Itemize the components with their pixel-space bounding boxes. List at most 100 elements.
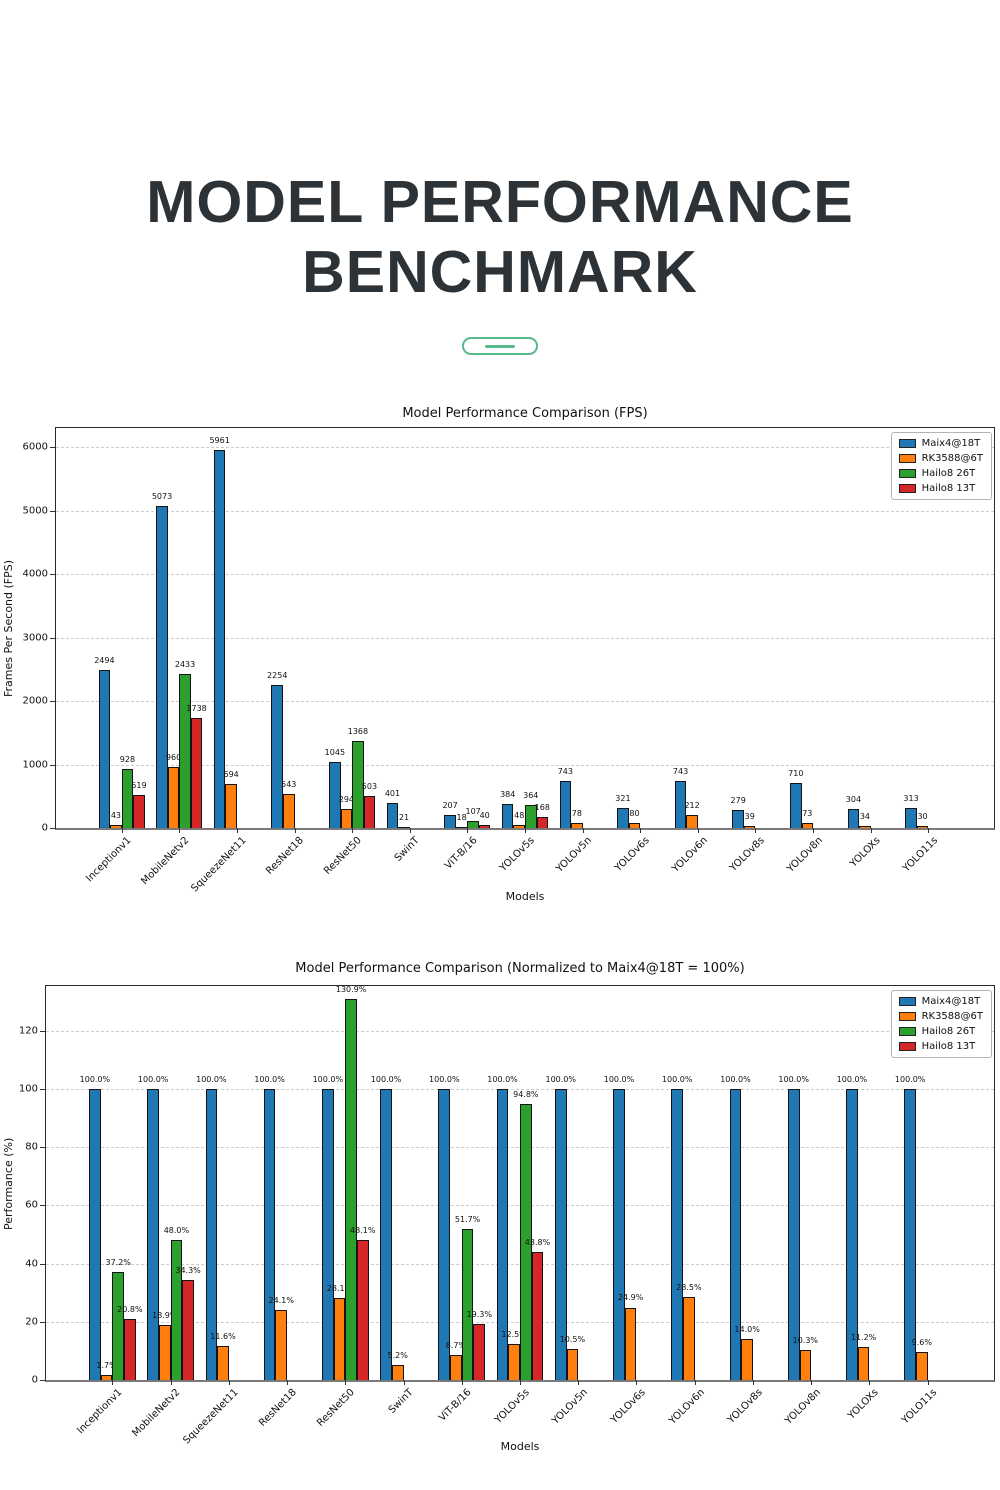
bar: [275, 1309, 288, 1380]
bar-value-label: 5961: [209, 435, 230, 445]
bar: [846, 1088, 858, 1380]
bar-value-label: 14.0%: [734, 1325, 760, 1335]
bar: [322, 1088, 334, 1380]
y-tick-mark: [40, 1205, 45, 1207]
legend-item: Hailo8 26T: [898, 1026, 983, 1037]
bar: [158, 1324, 171, 1380]
bar: [329, 761, 341, 828]
legend-item: Hailo8 13T: [898, 483, 983, 494]
bar: [124, 1319, 136, 1380]
bar: [741, 1339, 753, 1380]
x-tick-mark: [636, 1380, 638, 1385]
y-tick-label: 1000: [22, 759, 48, 770]
x-tick-label: YOLO11s: [900, 1387, 940, 1427]
legend-swatch-icon: [898, 484, 916, 493]
legend-swatch-icon: [898, 469, 916, 478]
x-tick-mark: [467, 828, 469, 833]
legend-label: Hailo8 13T: [921, 1041, 976, 1052]
bar-value-label: 100.0%: [778, 1074, 809, 1084]
bar: [787, 1088, 800, 1380]
bar: [438, 1088, 451, 1380]
x-tick-mark: [752, 1380, 754, 1385]
bar: [398, 826, 410, 828]
bar-value-label: 100.0%: [370, 1074, 402, 1084]
bar: [225, 783, 237, 828]
bar-value-label: 8.7%: [445, 1340, 467, 1350]
bar: [182, 1280, 194, 1380]
page-title-line2: BENCHMARK: [302, 238, 698, 305]
plot-area: 0 1000 2000 3000 4000 5000 6000 2494 5073 5961 225…: [23, 427, 995, 894]
x-tick-label: YOLOv6n: [669, 835, 710, 875]
bar-value-label: 100.0%: [894, 1074, 926, 1084]
x-tick-label: Inceptionv1: [84, 835, 134, 885]
bar-value-label: 34: [859, 811, 871, 821]
y-tick-label: 20: [25, 1316, 38, 1328]
bar: [473, 1323, 486, 1380]
legend-item: RK3588@6T: [898, 1011, 983, 1022]
bar-value-label: 48.0%: [163, 1226, 190, 1236]
bar: [110, 825, 122, 828]
bar: [613, 1088, 625, 1380]
y-tick-label: 3000: [22, 632, 48, 644]
bar-value-label: 743: [672, 766, 689, 776]
bar-value-label: 9.6%: [911, 1338, 932, 1348]
bar: [859, 825, 871, 828]
bar-value-label: 710: [788, 768, 804, 778]
x-tick-mark: [345, 1380, 347, 1385]
bar-value-label: 100.0%: [720, 1074, 751, 1084]
bar: [496, 1088, 509, 1380]
y-tick-label: 2000: [22, 695, 48, 707]
bar-value-label: 2254: [267, 670, 288, 680]
chart-title: Model Performance Comparison (FPS): [402, 406, 648, 421]
legend: Maix4@18T RK3588@6T Hailo8 26T Hailo8 13T: [890, 990, 992, 1058]
x-tick-mark: [170, 1380, 172, 1385]
bar-value-label: 28.5%: [676, 1283, 702, 1292]
y-tick-label: 5000: [22, 505, 48, 517]
bar: [801, 823, 814, 828]
bar-value-label: 519: [131, 781, 147, 791]
chart-title: Model Performance Comparison (Normalized…: [295, 961, 745, 976]
bar-value-label: 10.3%: [792, 1336, 819, 1345]
bar: [345, 998, 357, 1380]
x-tick-label: MobileNetv2: [130, 1387, 183, 1440]
x-axis-label: Models: [500, 1440, 540, 1453]
bar-value-label: 100.0%: [661, 1074, 693, 1084]
bar: [190, 717, 203, 828]
x-tick-label: ResNet18: [264, 835, 307, 877]
x-tick-mark: [525, 828, 526, 833]
bar: [121, 769, 134, 828]
bar: [729, 1088, 742, 1380]
bar-value-label: 20.8%: [117, 1305, 143, 1315]
x-tick-mark: [813, 828, 815, 833]
bar: [391, 1364, 404, 1380]
bar-value-label: 100.0%: [603, 1074, 635, 1084]
bar: [904, 1088, 916, 1380]
x-tick-label: YOLOv5n: [550, 1387, 591, 1427]
bar-value-label: 73: [802, 809, 813, 819]
y-tick-label: 60: [25, 1199, 38, 1211]
bar: [790, 782, 802, 828]
bar: [147, 1088, 159, 1380]
bar-value-label: 5073: [151, 491, 173, 501]
x-tick-label: YOLOv5n: [554, 835, 595, 875]
plot-area: 0 20 40 60 80 100 120 100.0% 100.0% 100.0% 100.0% 1…: [19, 984, 995, 1446]
bar-value-label: 100.0%: [836, 1074, 868, 1084]
bar: [674, 780, 687, 828]
legend-swatch-icon: [898, 439, 916, 448]
bar: [352, 741, 364, 828]
legend-item: Maix4@18T: [898, 996, 983, 1007]
x-tick-label: YOLOv5s: [492, 1387, 532, 1426]
x-tick-label: YOLOv6n: [666, 1387, 707, 1427]
bar: [478, 825, 491, 828]
bar: [732, 810, 744, 828]
bar: [857, 1347, 870, 1380]
x-axis-label: Models: [505, 890, 545, 903]
bar-value-label: 694: [223, 769, 239, 779]
bar: [628, 822, 641, 828]
x-tick-label: YOLOv8s: [725, 1387, 765, 1426]
bar-value-label: 384: [500, 789, 516, 799]
bar: [513, 824, 525, 828]
bar-value-label: 130.9%: [335, 984, 367, 994]
x-tick-label: MobileNetv2: [139, 835, 192, 888]
gridline: [56, 510, 994, 512]
